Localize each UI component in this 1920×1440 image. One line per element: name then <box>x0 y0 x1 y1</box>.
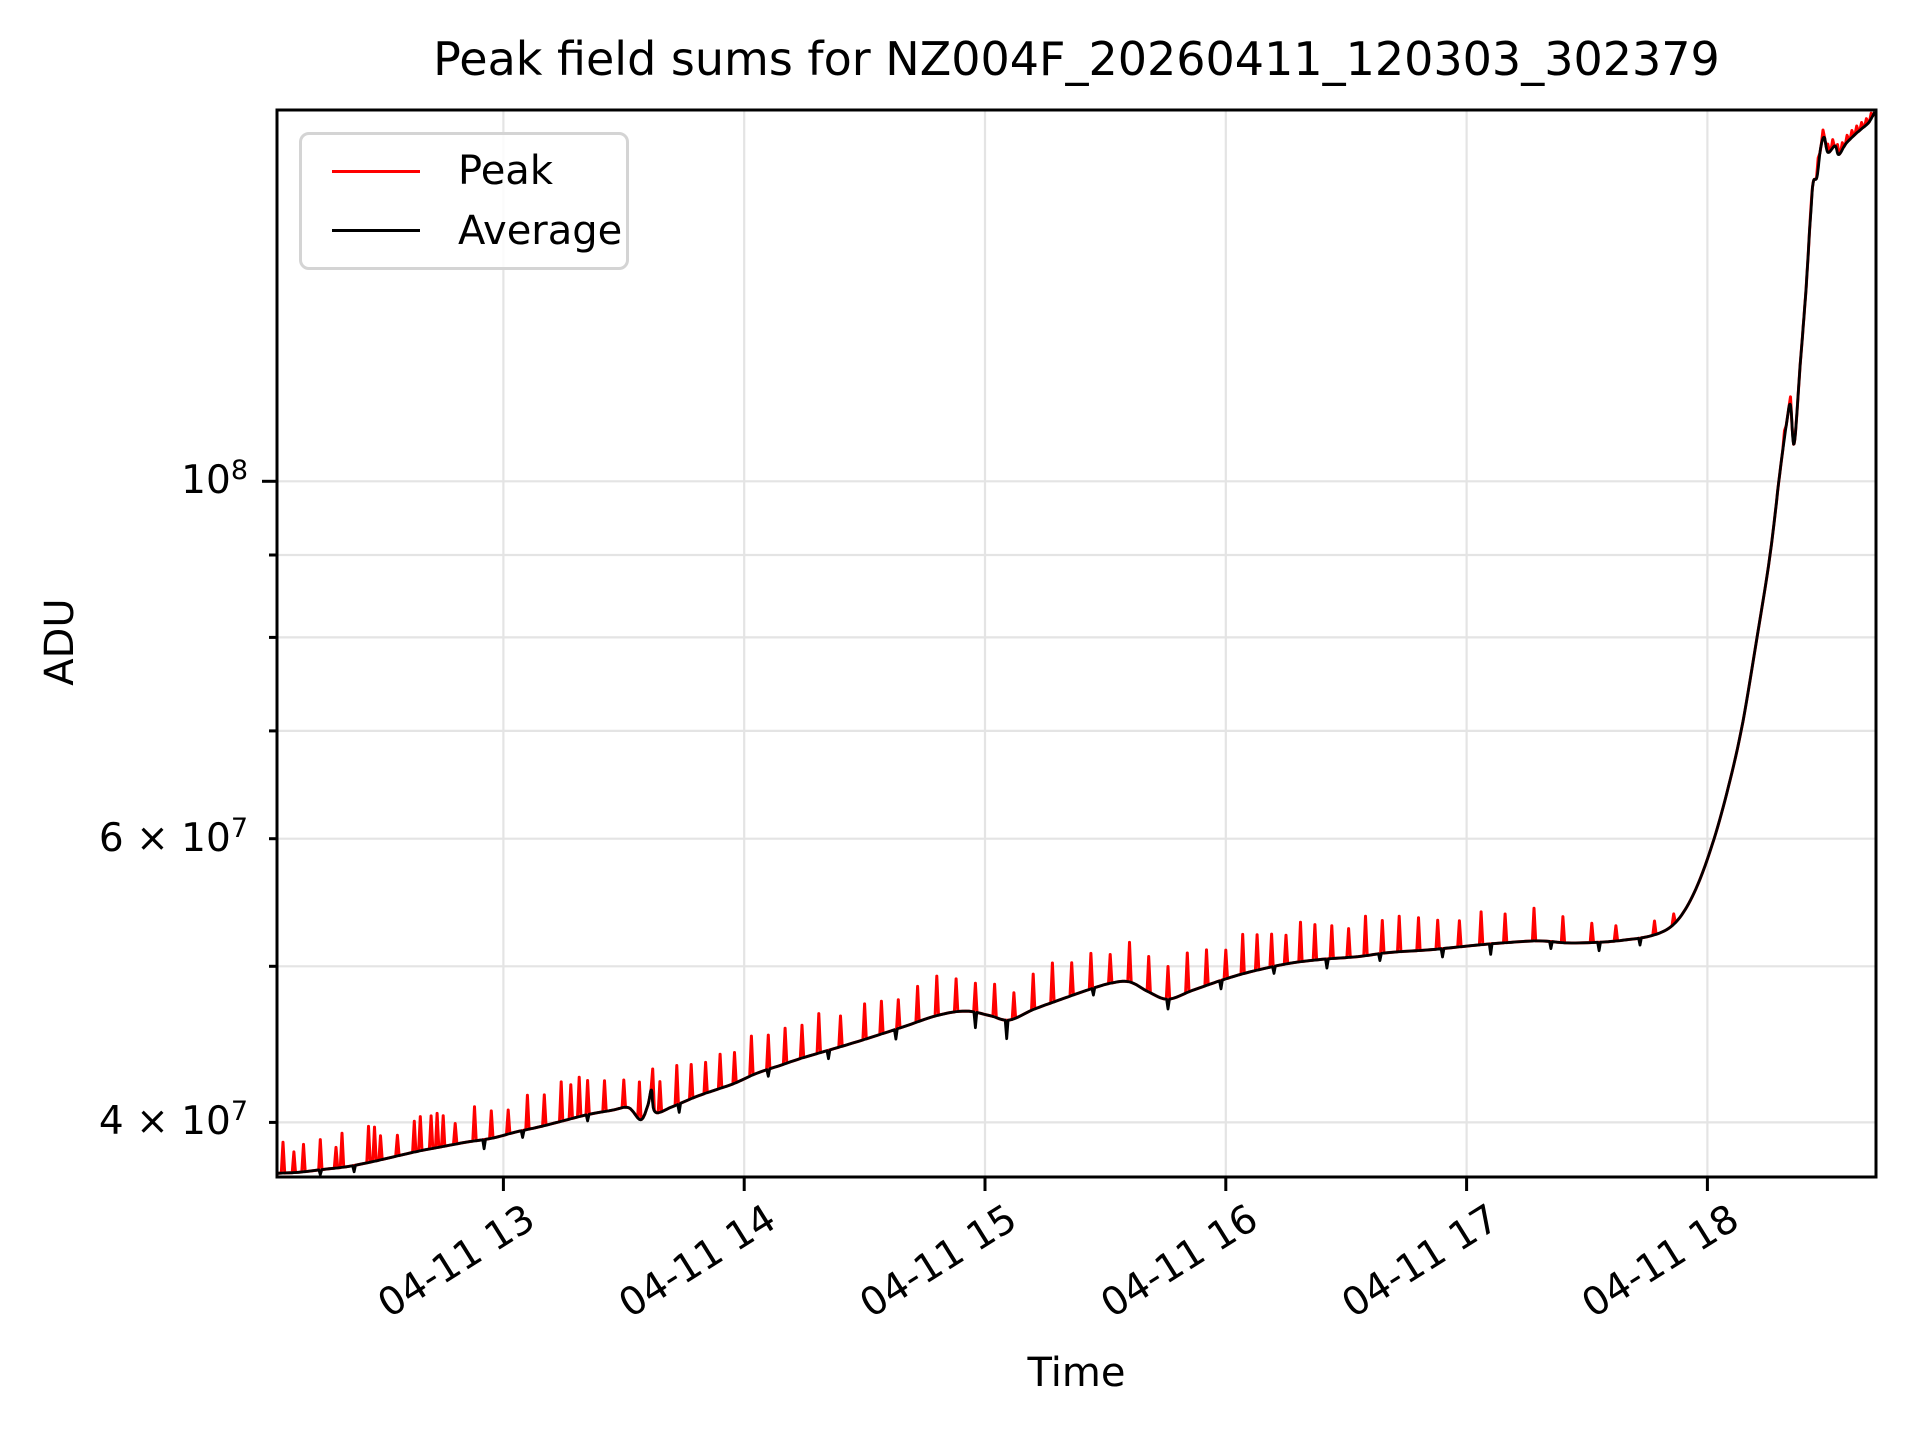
legend-item-peak: Peak <box>332 148 626 194</box>
legend-line-average-icon <box>332 229 420 233</box>
chart-title: Peak field sums for NZ004F_20260411_1203… <box>433 32 1720 86</box>
average-line <box>278 111 1875 1176</box>
y-tick-label: 4 × 107 <box>98 1096 248 1145</box>
y-axis-label: ADU <box>37 598 83 686</box>
legend-label-average: Average <box>458 207 623 254</box>
legend-line-peak-icon <box>332 169 420 173</box>
legend-item-average: Average <box>332 208 626 254</box>
y-tick-label: 108 <box>181 455 248 504</box>
y-tick-label: 6 × 107 <box>98 812 248 861</box>
grid <box>277 110 1876 1177</box>
peak-line <box>278 111 1875 1175</box>
x-axis-label: Time <box>1027 1350 1126 1396</box>
plot-border <box>275 108 1878 1179</box>
legend: Peak Average <box>299 132 629 270</box>
legend-label-peak: Peak <box>458 148 553 195</box>
